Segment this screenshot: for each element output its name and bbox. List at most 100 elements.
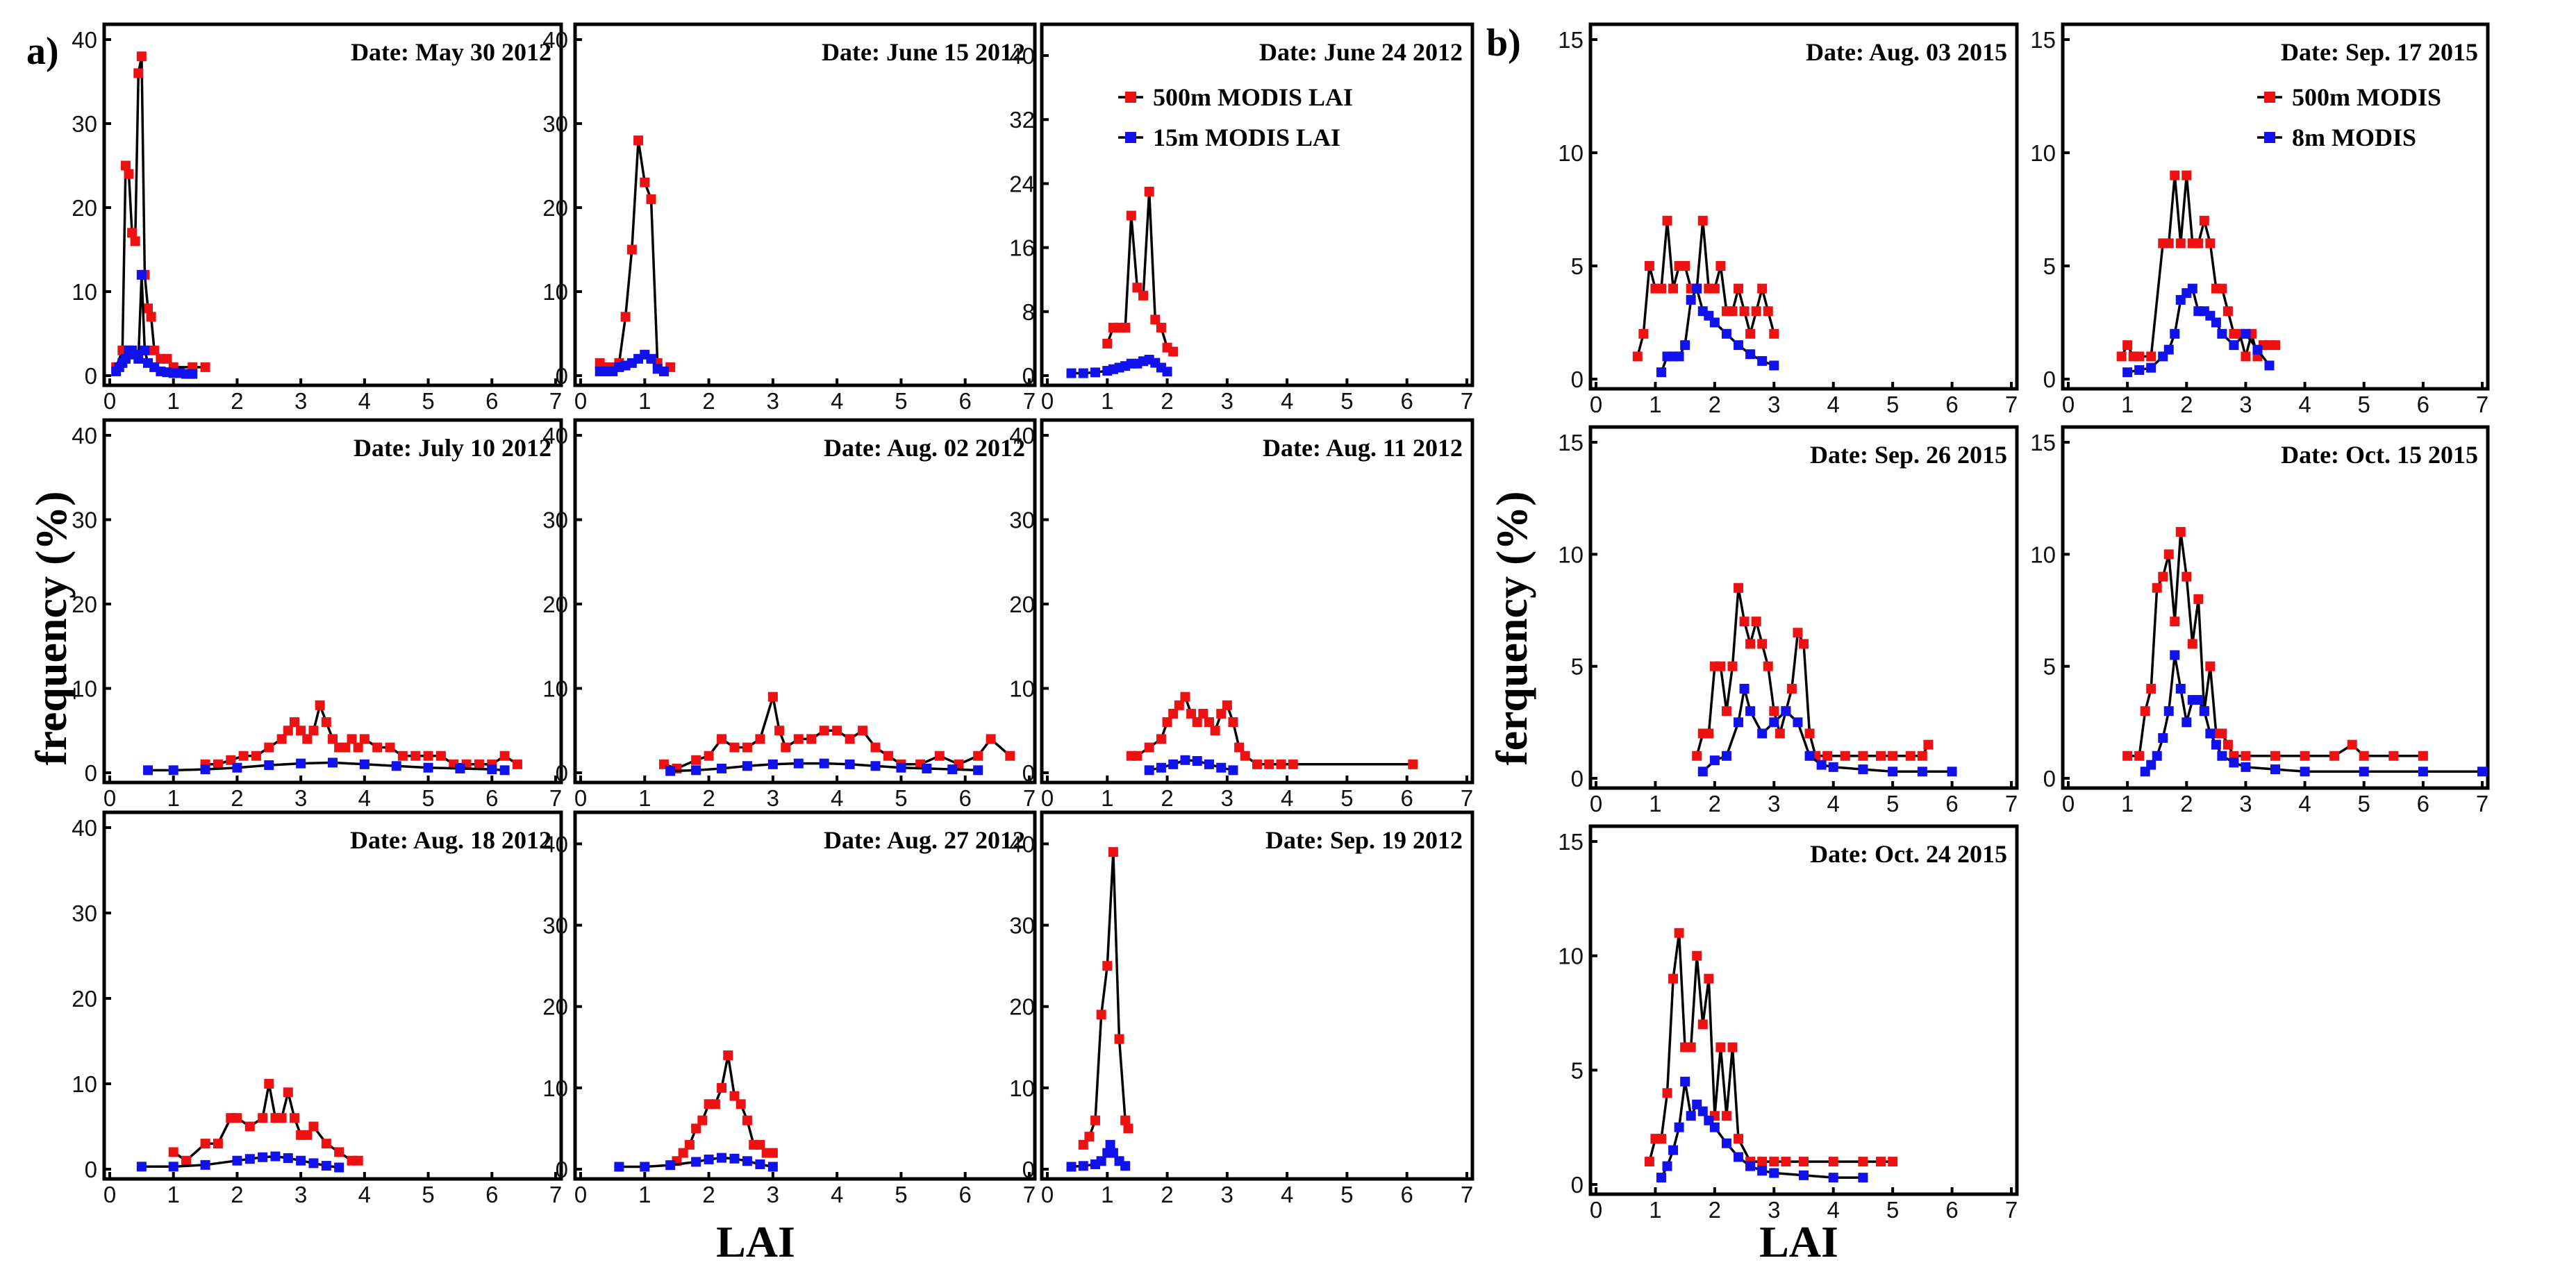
data-point — [729, 1091, 740, 1101]
data-point — [1114, 1034, 1124, 1044]
y-tick-label: 0 — [1571, 1172, 1584, 1198]
y-tick-label: 10 — [1558, 140, 1584, 166]
x-tick-label: 1 — [167, 1182, 180, 1207]
y-tick-label: 30 — [542, 111, 568, 137]
data-point — [922, 763, 932, 773]
data-point — [2300, 766, 2310, 777]
data-point — [1168, 346, 1179, 357]
data-point — [793, 734, 804, 744]
panel-frame — [573, 22, 1037, 387]
data-point — [1734, 1134, 1744, 1144]
data-point — [1066, 1162, 1077, 1172]
x-tick-label: 2 — [702, 388, 715, 414]
y-tick-label: 20 — [1009, 994, 1035, 1020]
data-point — [1804, 728, 1815, 739]
data-point — [1132, 751, 1142, 761]
data-point — [2199, 215, 2209, 226]
data-point — [1126, 210, 1136, 221]
panel-title: Date: Aug. 02 2012 — [824, 434, 1025, 462]
y-tick-label: 20 — [542, 994, 568, 1020]
data-point — [1757, 1157, 1768, 1167]
x-tick-label: 2 — [231, 785, 243, 811]
data-point — [2270, 340, 2280, 351]
panel-title: Date: Sep. 17 2015 — [2281, 38, 2478, 66]
x-tick-label: 5 — [1340, 785, 1353, 811]
data-point — [1715, 261, 1726, 271]
data-point — [143, 303, 153, 314]
legend-marker — [2264, 92, 2275, 103]
data-point — [1757, 1166, 1768, 1176]
data-point — [742, 1156, 752, 1166]
data-point — [168, 1147, 178, 1157]
x-tick-label: 6 — [485, 785, 498, 811]
panel-title: Date: Sep. 19 2012 — [1265, 826, 1463, 854]
data-point — [1734, 283, 1744, 294]
data-point — [1228, 717, 1238, 728]
data-point — [2359, 766, 2369, 777]
x-tick-label: 5 — [422, 1182, 434, 1207]
data-point — [347, 734, 357, 744]
x-tick-label: 3 — [1221, 1182, 1233, 1207]
series-fine — [1066, 1139, 1131, 1172]
data-point — [1816, 760, 1827, 770]
data-point — [1204, 759, 1214, 769]
data-point — [729, 742, 740, 753]
data-point — [883, 751, 893, 761]
data-point — [136, 269, 147, 280]
data-point — [264, 1079, 274, 1089]
data-point — [1096, 1010, 1106, 1020]
series-coarse — [168, 1079, 363, 1166]
data-point — [1680, 261, 1690, 271]
data-point — [1721, 328, 1731, 339]
x-tick-label: 0 — [2062, 791, 2075, 816]
data-point — [1656, 1134, 1666, 1144]
data-point — [2175, 527, 2186, 537]
data-point — [1763, 306, 1773, 317]
data-point — [321, 1161, 331, 1171]
panel-frame — [102, 810, 563, 1181]
data-point — [315, 700, 325, 710]
data-point — [774, 726, 785, 736]
data-point — [232, 1113, 242, 1123]
data-point — [1090, 367, 1101, 378]
data-point — [806, 734, 817, 744]
data-point — [717, 1153, 727, 1163]
x-tick-label: 1 — [1649, 1197, 1661, 1223]
x-tick-label: 6 — [959, 388, 972, 414]
data-point — [2205, 728, 2216, 739]
data-point — [1638, 328, 1649, 339]
data-point — [1751, 617, 1761, 627]
x-tick-label: 1 — [167, 388, 180, 414]
data-point — [2140, 706, 2150, 717]
y-tick-label: 16 — [1009, 235, 1035, 261]
series-coarse — [2122, 527, 2428, 761]
x-tick-label: 3 — [1221, 388, 1233, 414]
data-point — [1656, 283, 1666, 294]
x-tick-label: 2 — [702, 1182, 715, 1207]
data-point — [2122, 340, 2133, 351]
y-tick-label: 40 — [1009, 423, 1035, 449]
x-tick-label: 7 — [1023, 388, 1036, 414]
data-point — [1734, 1152, 1744, 1162]
x-tick-label: 2 — [702, 785, 715, 811]
data-point — [2170, 650, 2180, 660]
data-point — [1769, 1157, 1779, 1167]
x-tick-label: 1 — [638, 785, 651, 811]
data-point — [2300, 751, 2310, 761]
y-tick-label: 30 — [72, 111, 97, 137]
data-point — [397, 751, 408, 761]
data-point — [1715, 1042, 1726, 1053]
data-point — [755, 1139, 765, 1150]
data-point — [1674, 351, 1684, 362]
data-point — [2211, 739, 2221, 750]
data-point — [289, 717, 299, 728]
data-point — [1632, 351, 1643, 362]
data-point — [296, 758, 306, 769]
data-point — [1090, 1115, 1101, 1125]
x-tick-label: 4 — [2298, 791, 2311, 816]
x-tick-label: 6 — [1401, 388, 1413, 414]
part-b-x-axis-title: LAI — [1759, 1217, 1838, 1265]
